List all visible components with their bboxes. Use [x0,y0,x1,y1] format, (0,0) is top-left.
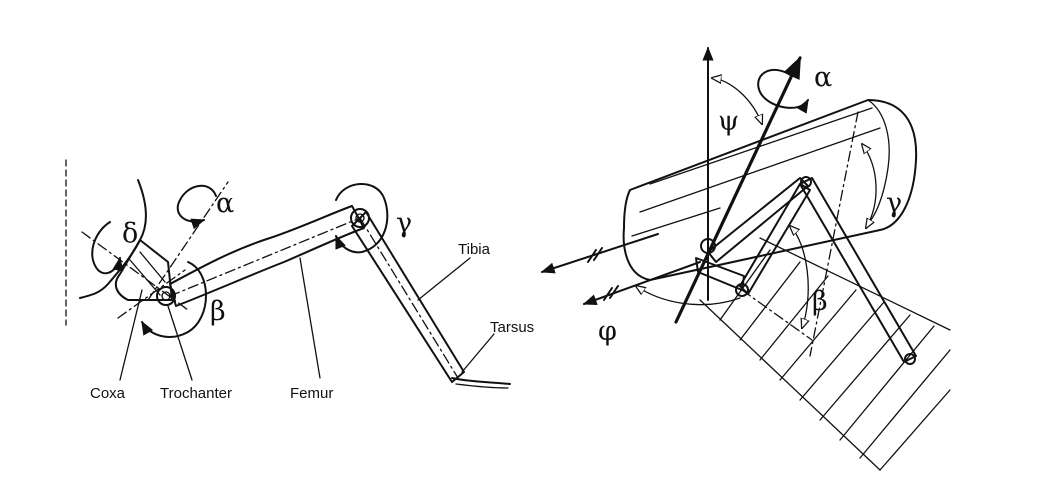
body-axis-arrow-lower [582,261,701,305]
right-alpha-symbol: α [814,62,832,93]
femur-segment [169,205,365,307]
right-gamma-symbol: γ [886,188,902,219]
left-gamma-symbol: γ [396,208,412,239]
right-leg-diagram: α ψ γ β φ [540,46,951,471]
delta-rotation-arrow [91,221,124,275]
tibia-label: Tibia [458,241,491,258]
psi-angle-arc [712,78,762,124]
right-tibia-segment [799,177,917,363]
left-leg-diagram: Coxa Trochanter Femur Tibia Tarsus α δ β… [65,159,534,402]
gamma-rotation-arrow [335,183,389,254]
beta-rotation-arrow [141,261,207,338]
left-alpha-symbol: α [216,188,234,219]
coxa-segment [114,239,173,301]
gamma-angle-arc [862,144,877,228]
tibia-segment [351,211,465,383]
tarsus-label: Tarsus [490,319,534,336]
coxa-alpha-axis [147,181,229,301]
body-axis-arrow-upper [540,233,659,274]
left-delta-symbol: δ [122,218,138,249]
femur-label: Femur [290,385,333,402]
alpha-rotation-arrow [176,185,217,230]
alpha-rotation-ellipse [757,68,809,114]
coxa-label: Coxa [90,385,126,402]
right-beta-symbol: β [812,286,828,317]
coxa-joint-right [700,238,716,254]
right-psi-symbol: ψ [718,106,739,137]
beta-angle-arc [790,226,808,328]
body-cylinder [622,99,918,281]
tarsus-segment [451,377,511,385]
right-phi-symbol: φ [598,316,617,347]
phi-angle-arc [636,286,741,306]
coxa-alpha-axis-right [674,55,802,324]
trochanter-label: Trochanter [160,385,232,402]
left-beta-symbol: β [210,296,226,327]
trochanter-joint [156,286,176,306]
